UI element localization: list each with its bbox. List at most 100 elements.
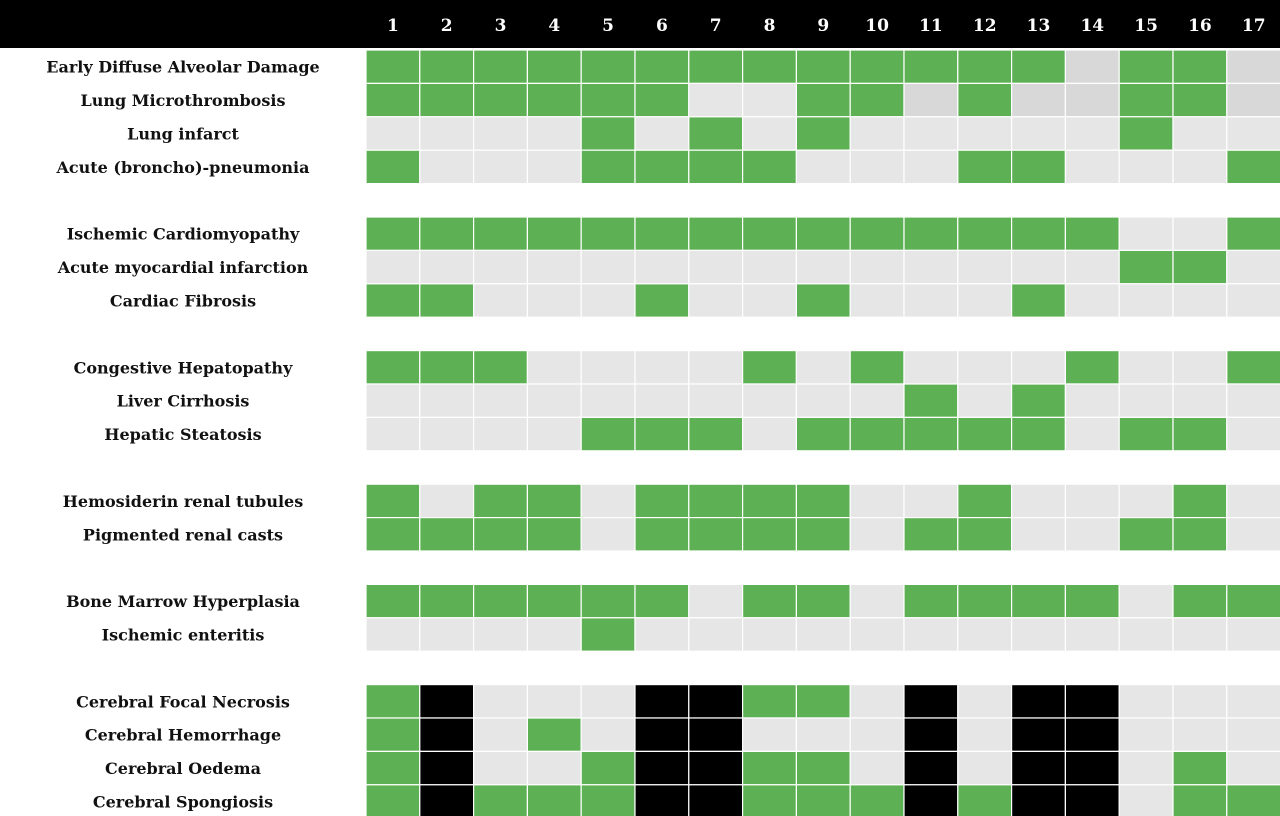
heatmap-cell: [526, 49, 582, 85]
heatmap-cell: [1064, 717, 1120, 753]
heatmap-cell: [688, 483, 744, 519]
heatmap-cell: [419, 82, 475, 118]
heatmap-cell: [957, 149, 1013, 185]
heatmap-cell: [580, 82, 636, 118]
heatmap-cell: [419, 149, 475, 185]
heatmap-cell: [903, 249, 959, 285]
heatmap-cell: [688, 750, 744, 786]
row-label: Bone Marrow Hyperplasia: [66, 592, 300, 611]
heatmap-cell: [741, 416, 797, 452]
row-label: Cerebral Spongiosis: [93, 793, 273, 812]
heatmap-cell: [526, 784, 582, 816]
heatmap-cell: [1118, 784, 1174, 816]
heatmap-cell: [795, 516, 851, 552]
heatmap-cell: [903, 49, 959, 85]
column-header-5: 5: [602, 16, 614, 36]
heatmap-cell: [1226, 683, 1280, 719]
heatmap-cell: [1064, 483, 1120, 519]
heatmap-cell: [580, 416, 636, 452]
heatmap-cell: [419, 249, 475, 285]
heatmap-cell: [580, 784, 636, 816]
heatmap-cell: [473, 583, 529, 619]
heatmap-cell: [795, 82, 851, 118]
heatmap-cell: [634, 617, 690, 652]
heatmap-cell: [957, 383, 1013, 419]
heatmap-cell: [957, 516, 1013, 552]
heatmap-cell: [526, 717, 582, 753]
heatmap-cell: [1010, 717, 1066, 753]
heatmap-cell: [1010, 82, 1066, 118]
heatmap-cell: [957, 216, 1013, 252]
table-row: Hemosiderin renal tubules: [63, 483, 1280, 519]
heatmap-cell: [795, 249, 851, 285]
heatmap-cell: [365, 750, 421, 786]
heatmap-cell: [1172, 516, 1228, 552]
heatmap-cell: [849, 49, 905, 85]
heatmap-cell: [634, 383, 690, 419]
heatmap-cell: [688, 683, 744, 719]
heatmap-cell: [580, 750, 636, 786]
heatmap-cell: [473, 149, 529, 185]
heatmap-cell: [1064, 49, 1120, 85]
heatmap-cell: [1118, 583, 1174, 619]
heatmap-cell: [1010, 583, 1066, 619]
heatmap-cell: [1226, 416, 1280, 452]
heatmap-cell: [1118, 416, 1174, 452]
heatmap-cell: [526, 350, 582, 385]
heatmap-cell: [419, 750, 475, 786]
table-row: Acute (broncho)-pneumonia: [56, 149, 1280, 185]
heatmap-cell: [526, 516, 582, 552]
heatmap-cell: [741, 216, 797, 252]
heatmap-cell: [957, 350, 1013, 385]
heatmap-cell: [634, 483, 690, 519]
heatmap-cell: [957, 249, 1013, 285]
heatmap-cell: [1172, 149, 1228, 185]
heatmap-cell: [419, 583, 475, 619]
heatmap-cell: [795, 383, 851, 419]
heatmap-cell: [365, 483, 421, 519]
heatmap-cell: [795, 583, 851, 619]
heatmap-cell: [957, 116, 1013, 151]
heatmap-cell: [849, 416, 905, 452]
heatmap-cell: [903, 149, 959, 185]
heatmap-cell: [1226, 49, 1280, 85]
heatmap-cell: [473, 383, 529, 419]
column-header-17: 17: [1242, 16, 1266, 36]
table-row: Bone Marrow Hyperplasia: [66, 583, 1280, 619]
heatmap-cell: [634, 116, 690, 151]
heatmap-cell: [1172, 82, 1228, 118]
heatmap-cell: [580, 216, 636, 252]
heatmap-cell: [957, 49, 1013, 85]
heatmap-cell: [1064, 516, 1120, 552]
heatmap-cell: [580, 617, 636, 652]
heatmap-cell: [1226, 216, 1280, 252]
heatmap-cell: [795, 416, 851, 452]
heatmap-cell: [526, 583, 582, 619]
heatmap-cell: [526, 149, 582, 185]
heatmap-cell: [1064, 683, 1120, 719]
heatmap-cell: [957, 750, 1013, 786]
heatmap-cell: [473, 350, 529, 385]
table-row: Cerebral Hemorrhage: [85, 717, 1280, 753]
heatmap-cell: [473, 416, 529, 452]
heatmap-cell: [849, 383, 905, 419]
heatmap-cell: [795, 750, 851, 786]
heatmap-cell: [849, 116, 905, 151]
heatmap-cell: [580, 483, 636, 519]
heatmap-cell: [526, 483, 582, 519]
heatmap-cell: [688, 516, 744, 552]
heatmap-cell: [1172, 116, 1228, 151]
heatmap-cell: [1010, 483, 1066, 519]
column-header-3: 3: [495, 16, 507, 36]
heatmap-cell: [634, 516, 690, 552]
heatmap-cell: [1172, 249, 1228, 285]
heatmap-cell: [1226, 784, 1280, 816]
heatmap-cell: [1064, 249, 1120, 285]
heatmap-cell: [1064, 750, 1120, 786]
heatmap-cell: [365, 216, 421, 252]
heatmap-cell: [1010, 350, 1066, 385]
heatmap-cell: [903, 750, 959, 786]
heatmap-cell: [526, 116, 582, 151]
heatmap-cell: [1172, 49, 1228, 85]
heatmap-cell: [741, 583, 797, 619]
